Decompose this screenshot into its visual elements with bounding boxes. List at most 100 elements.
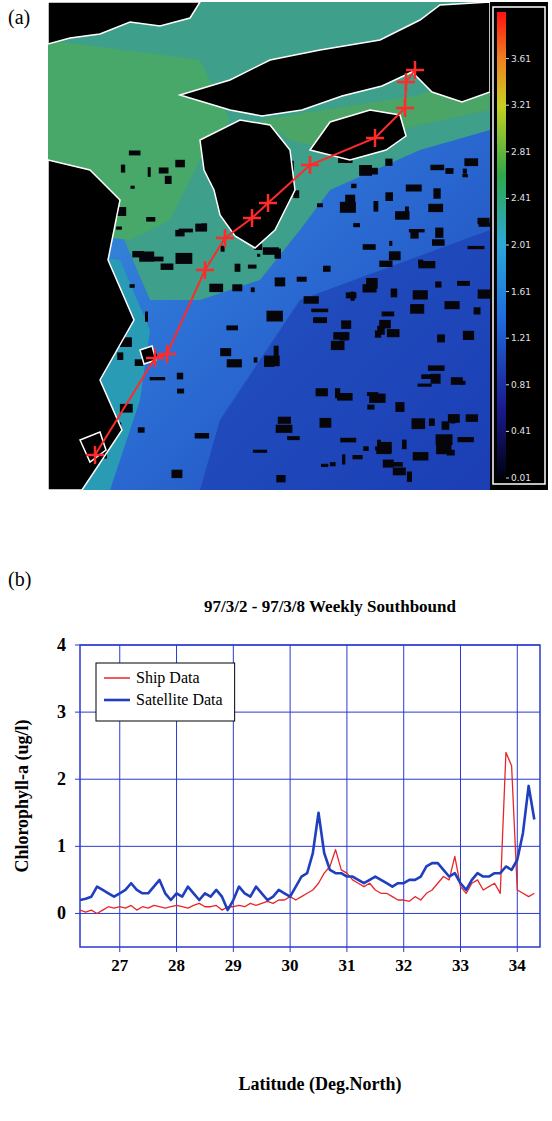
track-station bbox=[259, 194, 277, 212]
grid-line bbox=[80, 779, 540, 780]
cloud bbox=[267, 311, 283, 322]
colorbar-tick bbox=[506, 431, 509, 432]
panel-label: (a) bbox=[8, 6, 30, 29]
cloud bbox=[433, 188, 440, 198]
cloud bbox=[474, 307, 481, 314]
cloud bbox=[382, 312, 395, 317]
x-tick-label: 29 bbox=[225, 956, 242, 975]
cloud bbox=[402, 440, 407, 450]
cloud bbox=[421, 374, 432, 379]
cloud bbox=[177, 373, 183, 380]
cloud bbox=[379, 320, 391, 329]
x-tick-label: 32 bbox=[395, 956, 412, 975]
cloud bbox=[278, 417, 291, 424]
cloud bbox=[429, 418, 435, 426]
cloud bbox=[458, 437, 474, 442]
y-tick-label: 1 bbox=[57, 836, 66, 856]
cloud bbox=[195, 224, 207, 232]
open-ocean bbox=[200, 230, 490, 490]
cloud bbox=[393, 462, 403, 467]
x-tick bbox=[346, 947, 347, 952]
cloud bbox=[383, 460, 394, 468]
cloud bbox=[412, 418, 426, 429]
cloud bbox=[428, 204, 443, 212]
legend-label: Ship Data bbox=[136, 669, 200, 687]
track-station bbox=[86, 446, 104, 464]
cloud bbox=[385, 159, 392, 166]
x-tick bbox=[290, 947, 291, 952]
cloud bbox=[395, 402, 404, 412]
x-axis-title: Latitude (Deg.North) bbox=[239, 1074, 402, 1095]
legend-swatch bbox=[104, 699, 130, 702]
colorbar-frame bbox=[493, 7, 545, 484]
cloud bbox=[389, 251, 401, 260]
x-tick-label: 33 bbox=[452, 956, 469, 975]
cloud bbox=[359, 165, 372, 176]
legend-swatch bbox=[104, 677, 130, 679]
grid-line bbox=[460, 645, 461, 947]
cloud bbox=[287, 436, 300, 440]
cloud bbox=[410, 304, 424, 314]
cloud bbox=[430, 165, 444, 171]
cloud bbox=[148, 167, 151, 177]
cloud bbox=[376, 450, 391, 455]
x-tick bbox=[176, 947, 177, 952]
y-tick bbox=[75, 645, 80, 646]
cloud bbox=[387, 329, 400, 337]
y-tick-label: 2 bbox=[57, 769, 66, 789]
colorbar-label: 3.21 bbox=[511, 100, 531, 110]
track-station bbox=[243, 209, 261, 227]
cloud bbox=[226, 325, 238, 330]
cloud bbox=[363, 446, 368, 451]
cloud bbox=[297, 277, 307, 282]
cloud bbox=[248, 265, 257, 269]
colorbar-tick bbox=[506, 198, 509, 199]
colorbar-tick bbox=[506, 151, 509, 152]
page: (a)0.010.410.811.211.612.012.412.813.213… bbox=[0, 0, 552, 1121]
cloud bbox=[333, 332, 349, 340]
cloud bbox=[175, 160, 185, 168]
cloud bbox=[374, 201, 379, 212]
track-station bbox=[196, 261, 214, 279]
cloud bbox=[437, 334, 445, 342]
cloud bbox=[463, 331, 474, 340]
cloud bbox=[235, 264, 241, 272]
cloud bbox=[395, 211, 409, 220]
land bbox=[180, 2, 490, 116]
colorbar-label: 2.81 bbox=[511, 147, 531, 157]
colorbar-label: 3.61 bbox=[511, 54, 531, 64]
cloud bbox=[313, 317, 327, 323]
cloud bbox=[393, 468, 406, 476]
land bbox=[48, 2, 200, 44]
cloud bbox=[389, 241, 392, 246]
cloud bbox=[432, 239, 445, 246]
map bbox=[48, 2, 548, 490]
track-station bbox=[158, 345, 176, 363]
cloud bbox=[457, 281, 470, 286]
track-station bbox=[216, 229, 234, 247]
cloud bbox=[428, 365, 445, 371]
cloud bbox=[159, 168, 169, 174]
x-tick bbox=[233, 947, 234, 952]
grid-line bbox=[403, 645, 404, 947]
cloud bbox=[466, 414, 478, 422]
colorbar-label: 1.21 bbox=[511, 333, 531, 343]
x-tick-label: 31 bbox=[338, 956, 355, 975]
track-station bbox=[366, 129, 384, 147]
cloud bbox=[276, 475, 285, 482]
cloud bbox=[254, 357, 258, 362]
cloud bbox=[275, 277, 286, 286]
x-tick bbox=[517, 947, 518, 952]
cloud bbox=[435, 281, 441, 287]
cloud bbox=[345, 195, 355, 203]
y-axis-title: Chlorophyll-a (ug/l) bbox=[12, 719, 33, 872]
cloud bbox=[331, 341, 345, 350]
cloud bbox=[363, 244, 376, 250]
cloud bbox=[257, 254, 260, 257]
cloud bbox=[251, 287, 255, 292]
colorbar-label: 0.01 bbox=[511, 473, 531, 483]
cloud bbox=[478, 218, 490, 224]
cloud bbox=[379, 261, 392, 267]
cloud bbox=[366, 278, 378, 289]
cloud bbox=[227, 359, 242, 367]
